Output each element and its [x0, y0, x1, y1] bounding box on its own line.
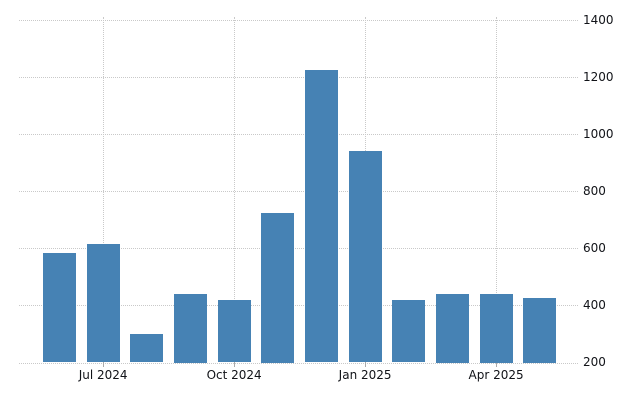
gridline-horizontal [19, 305, 578, 307]
y-axis-label: 200 [583, 355, 606, 369]
gridline-vertical [234, 17, 236, 363]
gridline-vertical [496, 17, 498, 363]
y-axis-label: 1200 [583, 69, 614, 84]
bar-sep-2024[interactable] [173, 294, 207, 363]
bar-feb-2025[interactable] [392, 299, 426, 363]
x-axis-tick [496, 362, 498, 367]
gridline-horizontal [19, 134, 578, 136]
gridline-horizontal [19, 77, 578, 79]
x-axis-tick [365, 362, 367, 367]
bar-jul-2024[interactable] [86, 244, 120, 363]
y-axis-label: 1000 [583, 126, 614, 141]
bar-aug-2024[interactable] [130, 333, 164, 363]
bar-nov-2024[interactable] [261, 212, 295, 363]
x-axis-label: Jul 2024 [78, 368, 128, 382]
bar-dec-2024[interactable] [304, 69, 338, 363]
x-axis-tick [103, 362, 105, 367]
bar-oct-2024[interactable] [217, 299, 251, 363]
gridline-horizontal [19, 191, 578, 193]
y-axis-label: 1400 [583, 12, 614, 27]
gridline-horizontal [19, 248, 578, 250]
x-axis-tick [234, 362, 236, 367]
gridline-horizontal [19, 20, 578, 21]
x-axis-label: Oct 2024 [206, 368, 262, 382]
x-axis-label: Apr 2025 [468, 368, 524, 382]
y-axis-label: 800 [583, 183, 606, 198]
bar-mar-2025[interactable] [435, 294, 469, 363]
bar-jan-2025[interactable] [348, 151, 382, 363]
gridline-vertical [103, 17, 105, 363]
bar-jun-2024[interactable] [43, 252, 76, 363]
y-axis-label: 600 [583, 240, 606, 255]
bar-apr-2025[interactable] [479, 294, 513, 363]
bar-may-2025[interactable] [523, 298, 557, 363]
gridline-horizontal [19, 362, 578, 364]
y-axis-label: 400 [583, 297, 606, 312]
x-axis-label: Jan 2025 [338, 368, 392, 382]
